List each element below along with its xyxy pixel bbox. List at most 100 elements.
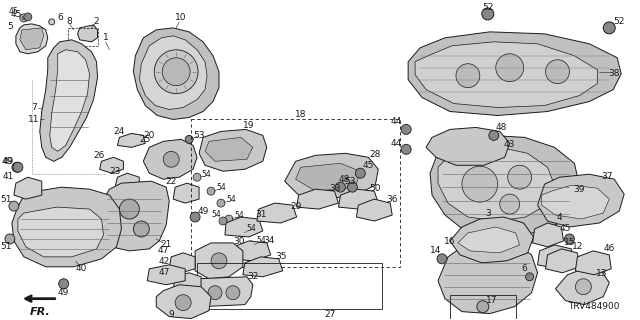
Polygon shape xyxy=(257,203,297,223)
Text: 6: 6 xyxy=(58,13,63,22)
Text: 52: 52 xyxy=(482,4,493,12)
Text: 35: 35 xyxy=(275,252,287,261)
Text: 33: 33 xyxy=(330,184,341,193)
Text: 54: 54 xyxy=(246,224,256,234)
Text: 49: 49 xyxy=(197,206,209,216)
Text: 3: 3 xyxy=(485,209,491,218)
Text: 37: 37 xyxy=(602,172,613,181)
Circle shape xyxy=(462,166,498,202)
Text: 30: 30 xyxy=(233,237,244,246)
Text: TRV484900: TRV484900 xyxy=(568,302,620,311)
Text: 32: 32 xyxy=(247,272,259,281)
Text: 45: 45 xyxy=(9,7,19,16)
Polygon shape xyxy=(538,174,624,227)
Text: 51: 51 xyxy=(0,242,12,252)
Text: 8: 8 xyxy=(67,17,72,27)
Circle shape xyxy=(247,241,255,249)
Circle shape xyxy=(219,217,227,225)
Text: 45: 45 xyxy=(560,224,571,234)
Text: 54: 54 xyxy=(216,183,226,192)
Text: 7: 7 xyxy=(31,103,36,112)
Circle shape xyxy=(545,60,570,84)
Polygon shape xyxy=(100,181,169,251)
Polygon shape xyxy=(243,257,283,277)
Polygon shape xyxy=(415,42,597,108)
Text: 12: 12 xyxy=(572,242,583,252)
Polygon shape xyxy=(156,285,211,319)
Polygon shape xyxy=(195,243,243,279)
Polygon shape xyxy=(225,217,263,237)
Circle shape xyxy=(22,16,26,20)
Circle shape xyxy=(163,151,179,167)
Polygon shape xyxy=(100,157,124,173)
Polygon shape xyxy=(426,127,509,165)
Text: 21: 21 xyxy=(161,240,172,249)
Circle shape xyxy=(401,144,411,154)
Circle shape xyxy=(508,165,532,189)
Polygon shape xyxy=(199,129,267,171)
Circle shape xyxy=(20,14,28,22)
Circle shape xyxy=(489,131,499,140)
Polygon shape xyxy=(430,135,579,237)
Text: 54: 54 xyxy=(226,195,236,204)
Circle shape xyxy=(335,182,346,192)
Polygon shape xyxy=(541,185,609,219)
Polygon shape xyxy=(118,133,145,147)
Polygon shape xyxy=(12,187,122,267)
Polygon shape xyxy=(173,183,199,203)
Bar xyxy=(68,28,97,46)
Polygon shape xyxy=(140,36,207,109)
Circle shape xyxy=(24,13,32,21)
Polygon shape xyxy=(173,273,201,293)
Circle shape xyxy=(190,212,200,222)
Bar xyxy=(450,295,516,319)
Text: 10: 10 xyxy=(175,13,187,22)
Text: 49: 49 xyxy=(58,288,69,297)
Text: 15: 15 xyxy=(564,238,575,247)
Circle shape xyxy=(604,22,615,34)
Polygon shape xyxy=(356,199,392,221)
Circle shape xyxy=(49,19,54,25)
Circle shape xyxy=(482,8,494,20)
Polygon shape xyxy=(545,249,579,273)
Text: 47: 47 xyxy=(159,268,170,277)
Text: 36: 36 xyxy=(387,195,398,204)
Polygon shape xyxy=(115,173,140,189)
Polygon shape xyxy=(296,163,360,191)
Polygon shape xyxy=(50,50,90,151)
Text: 45: 45 xyxy=(10,11,22,20)
Polygon shape xyxy=(297,189,339,209)
Circle shape xyxy=(237,229,245,237)
Text: 26: 26 xyxy=(94,151,105,160)
Polygon shape xyxy=(538,245,573,269)
Circle shape xyxy=(211,253,227,269)
Text: 46: 46 xyxy=(604,244,615,253)
Polygon shape xyxy=(231,241,271,261)
Text: 4: 4 xyxy=(557,212,563,221)
Polygon shape xyxy=(205,137,253,161)
Polygon shape xyxy=(450,217,534,263)
Text: 38: 38 xyxy=(609,69,620,78)
Polygon shape xyxy=(458,227,520,253)
Text: 27: 27 xyxy=(325,310,336,319)
Polygon shape xyxy=(532,223,563,247)
Polygon shape xyxy=(438,241,538,314)
Circle shape xyxy=(185,135,193,143)
Text: 9: 9 xyxy=(168,310,174,319)
Text: 13: 13 xyxy=(596,269,607,278)
Polygon shape xyxy=(40,40,97,161)
Polygon shape xyxy=(575,251,611,275)
Circle shape xyxy=(133,221,149,237)
Polygon shape xyxy=(14,177,42,199)
Text: 6: 6 xyxy=(522,264,527,273)
Text: 52: 52 xyxy=(614,17,625,27)
Polygon shape xyxy=(438,147,554,221)
Circle shape xyxy=(208,286,222,300)
Text: 25: 25 xyxy=(140,135,151,144)
Text: 14: 14 xyxy=(430,246,442,255)
Text: 22: 22 xyxy=(166,177,177,186)
Polygon shape xyxy=(143,140,197,179)
Bar xyxy=(197,263,382,308)
Text: 53: 53 xyxy=(345,177,356,186)
Circle shape xyxy=(154,50,198,93)
